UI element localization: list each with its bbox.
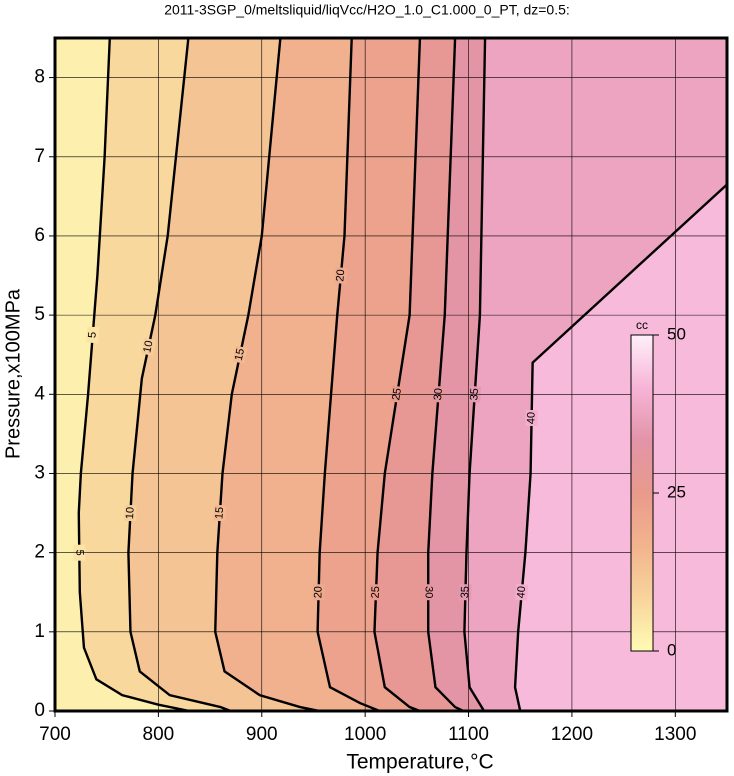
y-tick-label: 7 xyxy=(34,146,45,167)
contour-label-bg xyxy=(232,345,248,364)
contour-label-group: 10 xyxy=(141,337,157,356)
contour-label-bg xyxy=(334,267,348,285)
contour-label-group: 5 xyxy=(86,326,100,344)
y-tick-label: 4 xyxy=(34,383,45,404)
colorbar-tick-label: 25 xyxy=(667,482,686,501)
contour-label-group: 35 xyxy=(459,584,472,601)
contour-label: 40 xyxy=(515,586,528,599)
y-tick-label: 2 xyxy=(34,542,45,563)
contour-label-group: 20 xyxy=(334,267,348,285)
contour-label-group: 15 xyxy=(232,345,248,364)
contour-label: 10 xyxy=(141,340,155,354)
colorbar-tick-label: 0 xyxy=(667,640,676,659)
chart-title: 2011-3SGP_0/meltsliquid/liqVcc/H2O_1.0_C… xyxy=(164,2,570,18)
contour-label-group: 30 xyxy=(422,584,435,601)
contour-label: 20 xyxy=(334,269,347,282)
contour-label-group: 40 xyxy=(525,409,538,427)
x-tick-label: 1100 xyxy=(448,724,489,745)
x-tick-label: 800 xyxy=(143,724,175,745)
contour-label: 25 xyxy=(370,586,382,599)
contour-label-bg xyxy=(141,337,157,356)
colorbar-tick-label: 50 xyxy=(667,324,686,343)
contour-label: 20 xyxy=(312,586,324,599)
contour-label: 5 xyxy=(86,331,98,338)
contour-label: 30 xyxy=(422,586,434,598)
x-tick-label: 1200 xyxy=(551,724,593,745)
contour-label: 40 xyxy=(525,412,537,424)
x-tick-label: 700 xyxy=(39,724,71,745)
contour-label-bg xyxy=(86,326,100,344)
x-axis-label: Temperature,°C xyxy=(346,751,493,774)
x-tick-label: 1300 xyxy=(654,724,696,745)
contour-label-bg xyxy=(422,584,435,601)
contour-label: 15 xyxy=(233,347,247,361)
y-tick-label: 0 xyxy=(34,700,45,721)
contour-label: 15 xyxy=(213,507,226,520)
contour-label-group: 40 xyxy=(515,583,529,601)
contour-label-group: 20 xyxy=(312,584,325,601)
y-tick-label: 8 xyxy=(34,67,45,88)
y-tick-label: 6 xyxy=(34,225,45,246)
contour-label-bg xyxy=(124,504,137,522)
x-tick-label: 900 xyxy=(246,724,278,745)
contour-label-bg xyxy=(369,584,383,601)
plot-frame xyxy=(53,36,729,713)
contour-label: 10 xyxy=(124,507,137,520)
y-tick-label: 5 xyxy=(34,304,45,325)
contour-label-bg xyxy=(213,504,227,522)
overlay: 700 800 900 1000 1100 1200 1300 0 1 2 3 4 5 6 7 8 cc 0 25 5… xyxy=(34,36,729,745)
contour-label-bg xyxy=(525,409,538,427)
fill-region xyxy=(55,38,190,711)
contour-label-bg xyxy=(515,583,529,601)
colorbar xyxy=(630,334,654,652)
contour-label-bg xyxy=(312,584,325,601)
colorbar-label: cc xyxy=(636,318,648,332)
contour-label-group: 15 xyxy=(213,504,227,522)
y-tick-label: 3 xyxy=(34,462,45,483)
y-tick-label: 1 xyxy=(34,621,45,642)
contour-label-group: 10 xyxy=(124,504,137,522)
y-axis-label: Pressure,x100MPa xyxy=(2,288,24,459)
contour-label: 35 xyxy=(459,586,471,599)
contour-label-group: 25 xyxy=(369,584,383,601)
x-tick-label: 1000 xyxy=(344,724,386,745)
